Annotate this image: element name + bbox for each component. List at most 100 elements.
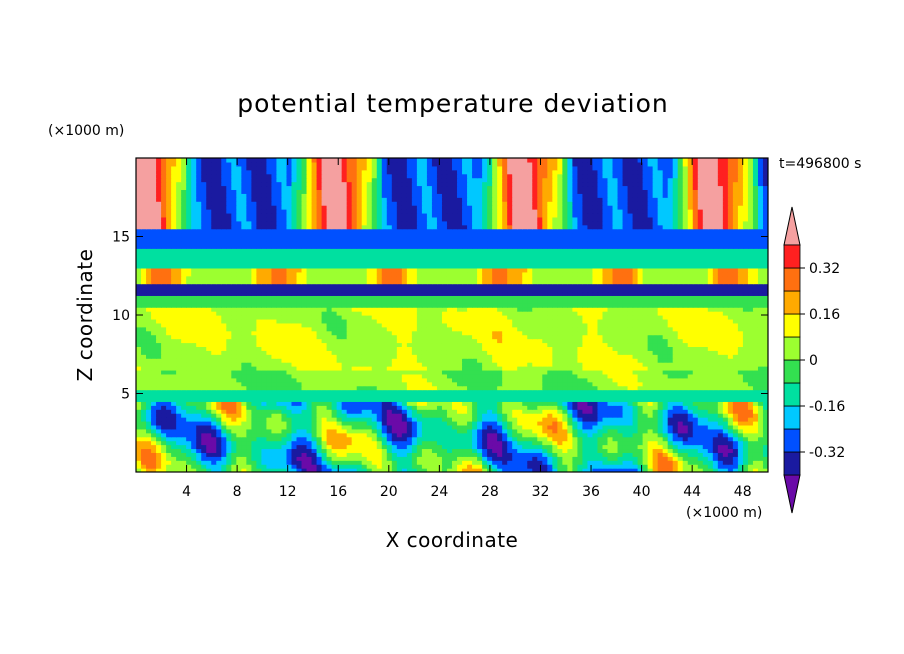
field-cell: [472, 346, 478, 351]
field-cell: [652, 358, 659, 363]
field-cell: [587, 440, 594, 446]
field-cell: [176, 358, 182, 363]
field-cell: [381, 460, 388, 465]
field-cell: [632, 393, 639, 399]
field-cell: [256, 385, 262, 391]
field-cell: [492, 409, 498, 414]
field-cell: [276, 393, 283, 399]
field-cell: [251, 315, 257, 320]
field-cell: [441, 373, 448, 379]
field-cell: [562, 460, 568, 465]
field-cell: [426, 420, 433, 426]
field-cell: [717, 432, 724, 438]
field-cell: [467, 330, 473, 336]
field-cell: [637, 405, 644, 410]
field-cell: [386, 405, 393, 410]
field-cell: [146, 381, 152, 387]
field-cell: [707, 334, 714, 340]
field-cell: [381, 358, 388, 363]
field-cell: [487, 456, 493, 461]
field-cell: [301, 346, 308, 351]
field-cell: [181, 342, 187, 347]
field-cell: [667, 338, 674, 344]
field-cell: [316, 420, 323, 426]
field-cell: [441, 424, 448, 430]
field-cell: [366, 436, 373, 442]
field-cell: [296, 322, 303, 328]
field-cell: [722, 350, 729, 355]
field-cell: [161, 373, 167, 379]
field-cell: [647, 354, 654, 359]
field-cell: [181, 385, 187, 391]
field-cell: [537, 315, 543, 320]
field-cell: [231, 456, 237, 461]
field-cell: [467, 460, 473, 465]
field-cell: [341, 401, 348, 406]
field-cell: [326, 318, 333, 324]
field-cell: [632, 342, 639, 347]
field-cell: [662, 448, 669, 453]
field-cell: [532, 385, 538, 391]
field-cell: [457, 326, 463, 332]
field-cell: [512, 381, 518, 387]
field-cell: [602, 468, 609, 472]
field-cell: [452, 420, 458, 426]
field-cell: [452, 326, 458, 332]
field-cell: [712, 373, 719, 379]
field-cell: [196, 377, 202, 383]
field-cell: [291, 401, 298, 406]
field-cell: [396, 381, 403, 387]
field-cell: [577, 322, 584, 328]
field-cell: [572, 326, 578, 332]
field-cell: [386, 330, 393, 336]
field-cell: [151, 464, 157, 469]
field-cell: [351, 436, 358, 442]
field-cell: [291, 424, 298, 430]
field-cell: [311, 397, 318, 402]
field-cell: [386, 448, 393, 453]
field-cell: [286, 413, 293, 418]
field-cell: [321, 326, 328, 332]
field-cell: [462, 377, 468, 383]
field-cell: [567, 322, 573, 328]
field-cell: [522, 417, 528, 422]
field-cell: [266, 315, 273, 320]
field-cell: [416, 389, 423, 395]
field-cell: [477, 346, 483, 351]
field-cell: [582, 326, 589, 332]
field-cell: [161, 413, 167, 418]
field-cell: [321, 338, 328, 344]
field-cell: [301, 432, 308, 438]
field-cell: [381, 405, 388, 410]
field-cell: [241, 440, 247, 446]
field-cell: [226, 432, 232, 438]
field-cell: [221, 315, 227, 320]
field-cell: [647, 346, 654, 351]
field-cell: [311, 334, 318, 340]
field-cell: [226, 318, 232, 324]
field-cell: [246, 342, 252, 347]
field-cell: [241, 322, 247, 328]
field-cell: [647, 366, 654, 371]
field-cell: [502, 369, 508, 375]
field-cell: [592, 409, 599, 414]
field-cell: [617, 436, 624, 442]
field-cell: [492, 397, 498, 402]
field-cell: [301, 413, 308, 418]
field-cell: [457, 428, 463, 434]
field-cell: [176, 468, 182, 472]
field-cell: [682, 373, 689, 379]
field-cell: [216, 456, 222, 461]
field-cell: [326, 373, 333, 379]
field-cell: [151, 413, 157, 418]
field-cell: [136, 448, 142, 453]
field-cell: [346, 315, 353, 320]
field-cell: [552, 334, 558, 340]
field-cell: [441, 362, 448, 367]
field-cell: [336, 342, 343, 347]
field-cell: [662, 354, 669, 359]
field-cell: [547, 330, 553, 336]
field-cell: [662, 342, 669, 347]
field-cell: [537, 397, 543, 402]
field-cell: [732, 373, 739, 379]
